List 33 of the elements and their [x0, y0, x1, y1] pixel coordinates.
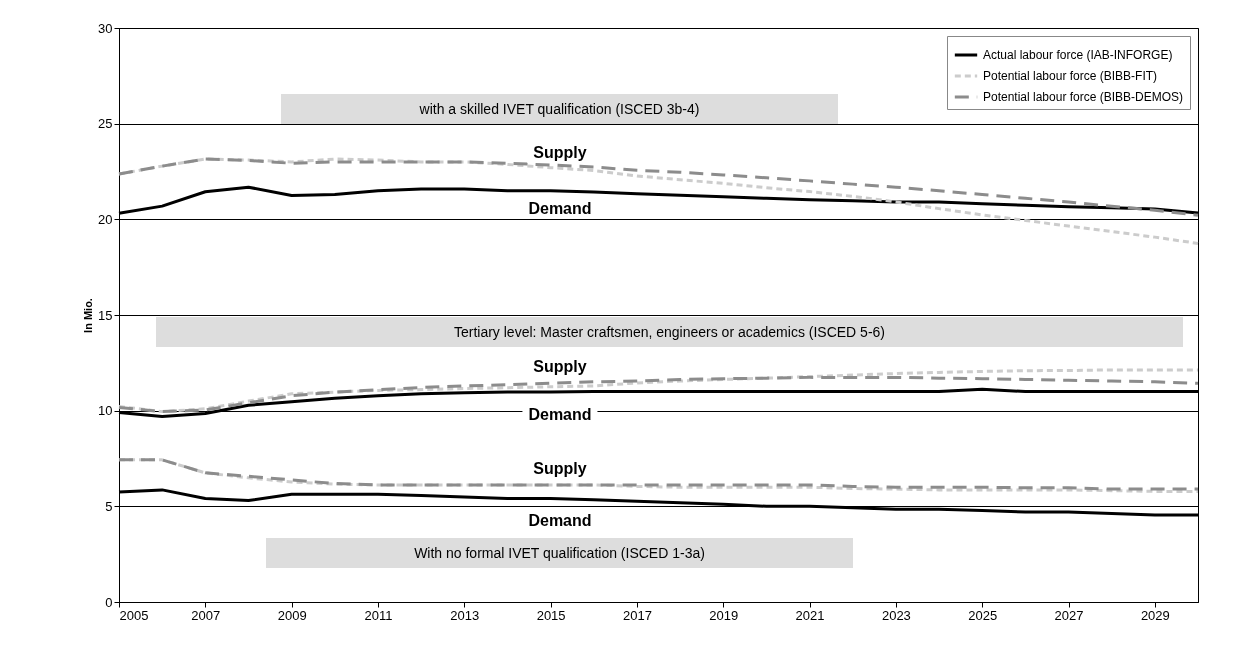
legend-label: Potential labour force (BIBB-DEMOS) [983, 90, 1184, 104]
label-box: With no formal IVET qualification (ISCED 1-3a) [266, 538, 853, 568]
x-tick-label: 2005 [119, 607, 149, 623]
y-tick-label: 10 [98, 403, 113, 419]
x-tick-label: 2011 [364, 607, 393, 623]
y-tick-label: 25 [98, 116, 113, 132]
y-tick-label: 5 [105, 498, 113, 514]
y-tick-label: 20 [98, 211, 113, 227]
annotation: Demand [522, 511, 598, 531]
annotation: Demand [522, 405, 598, 425]
x-tick-label: 2029 [1140, 607, 1170, 623]
x-tick-label: 2021 [795, 607, 825, 623]
x-tick-label: 2025 [968, 607, 998, 623]
y-tick-label: 0 [105, 594, 113, 610]
annotation: Supply [527, 459, 593, 479]
x-tick-label: 2019 [709, 607, 739, 623]
x-tick-label: 2027 [1054, 607, 1084, 623]
annotation: Demand [522, 199, 598, 219]
annotation: Supply [527, 143, 593, 163]
x-tick-label: 2009 [277, 607, 307, 623]
x-tick-label: 2007 [191, 607, 221, 623]
annotation: Supply [527, 357, 593, 377]
label-box: Tertiary level: Master craftsmen, engineers or academics (ISCED 5-6) [156, 317, 1183, 347]
label-box: with a skilled IVET qualification (ISCED 3b-4) [281, 94, 838, 124]
legend-label: Potential labour force (BIBB-FIT) [983, 69, 1158, 83]
x-tick-label: 2023 [881, 607, 911, 623]
y-tick-label: 15 [98, 307, 113, 323]
y-tick-label: 30 [98, 20, 113, 36]
x-tick-label: 2015 [536, 607, 566, 623]
x-tick-label: 2017 [622, 607, 652, 623]
y-axis-title: In Mio. [82, 298, 95, 333]
legend-label: Actual labour force (IAB-INFORGE) [983, 48, 1173, 62]
x-tick-label: 2013 [450, 607, 480, 623]
